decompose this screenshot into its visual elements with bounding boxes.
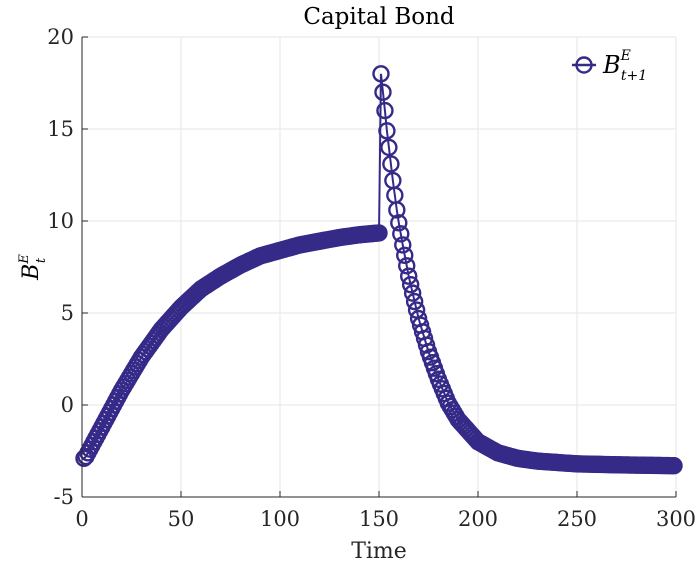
y-tick-label: 10 xyxy=(47,209,74,233)
y-tick-label: -5 xyxy=(54,485,74,509)
x-tick-label: 300 xyxy=(656,507,696,531)
axes xyxy=(81,36,677,498)
legend-marker xyxy=(575,56,593,74)
y-tick-label: 15 xyxy=(47,117,74,141)
x-axis-label: Time xyxy=(351,539,407,564)
x-tick-label: 250 xyxy=(557,507,597,531)
x-tick-label: 100 xyxy=(260,507,300,531)
data-point-marker xyxy=(400,267,418,285)
data-point-marker xyxy=(665,457,683,475)
data-point-marker xyxy=(405,292,424,311)
legend-sup: E xyxy=(620,48,631,64)
data-point-marker xyxy=(376,101,394,120)
y-axis-label-sup: E xyxy=(17,254,32,265)
legend-entry-bond: BE t+1 xyxy=(602,48,647,84)
y-tick-label: 5 xyxy=(61,301,74,325)
y-axis-label-sub: t xyxy=(34,257,49,263)
data-point-marker xyxy=(380,138,398,157)
data-point-marker xyxy=(403,284,422,302)
data-point-marker xyxy=(372,65,390,83)
data-point-marker xyxy=(378,122,396,140)
data-point-marker xyxy=(370,224,388,242)
data-point-marker xyxy=(388,201,406,219)
legend: BE t+1 xyxy=(572,48,647,84)
data-point-marker xyxy=(398,257,416,275)
x-tick-label: 200 xyxy=(458,507,498,531)
data-point-marker xyxy=(401,275,420,294)
data-point-marker xyxy=(394,236,412,254)
y-axis-label: BE t xyxy=(17,254,49,281)
chart-title: Capital Bond xyxy=(303,4,455,30)
data-point-marker xyxy=(392,225,410,243)
legend-base: B xyxy=(602,51,621,79)
data-point-marker xyxy=(374,83,392,101)
legend-sub: t+1 xyxy=(621,68,647,84)
series-bond xyxy=(75,65,683,475)
x-tick-label: 50 xyxy=(168,507,195,531)
data-point-marker xyxy=(382,155,400,173)
y-tick-label: 0 xyxy=(61,393,74,417)
y-tick-label: 20 xyxy=(47,25,74,49)
x-tick-label: 0 xyxy=(75,507,88,531)
y-axis-label-base: B xyxy=(19,264,44,281)
data-point-marker xyxy=(396,246,414,265)
x-tick-label: 150 xyxy=(359,507,399,531)
data-point-marker xyxy=(390,214,408,232)
